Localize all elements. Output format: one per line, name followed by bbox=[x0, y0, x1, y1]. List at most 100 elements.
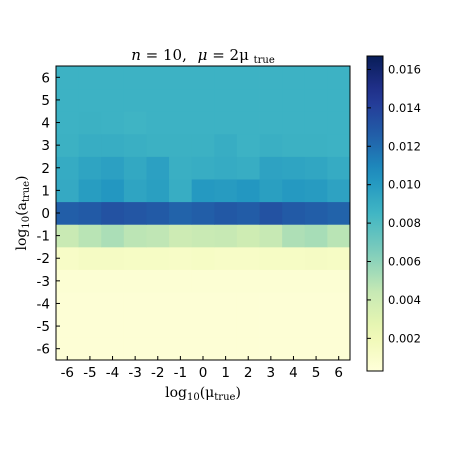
heatmap-cell bbox=[304, 314, 328, 338]
x-tick-label: -3 bbox=[128, 365, 141, 381]
heatmap-cell bbox=[101, 66, 125, 90]
heatmap-cell bbox=[123, 156, 147, 180]
heatmap-cell bbox=[146, 156, 170, 180]
heatmap-cell bbox=[236, 133, 260, 157]
heatmap-cell bbox=[282, 337, 306, 361]
x-axis-ticks: -6 -5 -4 -3 -2 -1 0 1 2 3 4 5 6 bbox=[61, 356, 343, 381]
heatmap-cell bbox=[236, 246, 260, 270]
heatmap-cell bbox=[327, 201, 351, 225]
heatmap-cell bbox=[304, 156, 328, 180]
colorbar-tick-label: 0.002 bbox=[388, 331, 421, 345]
colorbar-tick-label: 0.012 bbox=[388, 139, 421, 153]
heatmap-cell bbox=[169, 201, 193, 225]
heatmap-cell bbox=[56, 337, 80, 361]
heatmap-cell bbox=[191, 66, 215, 90]
heatmap-cell bbox=[282, 201, 306, 225]
heatmap-cell bbox=[123, 88, 147, 112]
heatmap-cell bbox=[146, 66, 170, 90]
colorbar-tick-label: 0.006 bbox=[388, 255, 421, 269]
heatmap-cell bbox=[101, 88, 125, 112]
colorbar-tick-label: 0.010 bbox=[388, 178, 421, 192]
heatmap-cell bbox=[236, 156, 260, 180]
heatmap-cell bbox=[191, 133, 215, 157]
heatmap-cell bbox=[101, 133, 125, 157]
heatmap-cell bbox=[259, 224, 283, 248]
heatmap-cell bbox=[327, 269, 351, 293]
heatmap-cell bbox=[282, 292, 306, 316]
heatmap-cell bbox=[146, 292, 170, 316]
heatmap-cell bbox=[304, 269, 328, 293]
heatmap-cell bbox=[169, 66, 193, 90]
heatmap-cell bbox=[282, 224, 306, 248]
y-tick-label: -4 bbox=[37, 296, 50, 312]
heatmap-cell bbox=[169, 269, 193, 293]
heatmap-cell bbox=[282, 133, 306, 157]
chart-title: n = 10, μ = 2μ true bbox=[131, 46, 275, 66]
heatmap-cell bbox=[191, 156, 215, 180]
heatmap-cell bbox=[259, 179, 283, 203]
heatmap-cell bbox=[304, 179, 328, 203]
heatmap-cell bbox=[78, 292, 102, 316]
heatmap-cell bbox=[304, 111, 328, 135]
heatmap-cell bbox=[78, 133, 102, 157]
heatmap-cell bbox=[259, 246, 283, 270]
heatmap-cell bbox=[101, 246, 125, 270]
heatmap-cell bbox=[101, 337, 125, 361]
heatmap-cell bbox=[259, 269, 283, 293]
heatmap-cell bbox=[191, 292, 215, 316]
y-axis-title: log10(atrue) bbox=[14, 175, 32, 250]
heatmap-cell bbox=[101, 111, 125, 135]
heatmap-cell bbox=[191, 337, 215, 361]
heatmap-cell bbox=[78, 179, 102, 203]
heatmap-cell bbox=[304, 337, 328, 361]
heatmap-cell bbox=[146, 224, 170, 248]
heatmap-cell bbox=[123, 224, 147, 248]
colorbar-tick-label: 0.008 bbox=[388, 216, 421, 230]
heatmap-cell bbox=[259, 201, 283, 225]
heatmap-cell bbox=[259, 292, 283, 316]
heatmap-cell bbox=[214, 156, 238, 180]
heatmap-cell bbox=[169, 292, 193, 316]
heatmap-cell bbox=[214, 269, 238, 293]
x-tick-label: 1 bbox=[221, 365, 230, 381]
heatmap-cell bbox=[169, 111, 193, 135]
heatmap-cell bbox=[214, 201, 238, 225]
heatmap-cell bbox=[282, 88, 306, 112]
heatmap-cell bbox=[78, 269, 102, 293]
heatmap-cell bbox=[78, 224, 102, 248]
heatmap-cell bbox=[327, 246, 351, 270]
heatmap-cell bbox=[304, 133, 328, 157]
heatmap-cell bbox=[56, 88, 80, 112]
heatmap-cell bbox=[78, 156, 102, 180]
x-tick-label: -2 bbox=[151, 365, 164, 381]
heatmap-cell bbox=[191, 179, 215, 203]
heatmap-cell bbox=[191, 314, 215, 338]
heatmap-cell bbox=[191, 201, 215, 225]
heatmap-cell bbox=[78, 337, 102, 361]
heatmap-cell bbox=[169, 337, 193, 361]
heatmap-cell bbox=[56, 246, 80, 270]
heatmap-cell bbox=[146, 133, 170, 157]
colorbar-tick-label: 0.016 bbox=[388, 62, 421, 76]
heatmap-cell bbox=[123, 201, 147, 225]
x-tick-label: 6 bbox=[334, 365, 343, 381]
heatmap-cell bbox=[214, 314, 238, 338]
x-tick-label: -6 bbox=[61, 365, 74, 381]
y-tick-label: 4 bbox=[41, 116, 50, 132]
heatmap-cell bbox=[169, 133, 193, 157]
heatmap-cell bbox=[146, 201, 170, 225]
heatmap-cell bbox=[146, 111, 170, 135]
heatmap-cell bbox=[101, 314, 125, 338]
heatmap-cell bbox=[56, 201, 80, 225]
heatmap-cell bbox=[236, 179, 260, 203]
heatmap-cell bbox=[236, 66, 260, 90]
heatmap-cell bbox=[214, 133, 238, 157]
heatmap-cell bbox=[304, 246, 328, 270]
colorbar-tick-label: 0.014 bbox=[388, 101, 421, 115]
heatmap-cell bbox=[146, 246, 170, 270]
colorbar-ticks: 0.002 0.004 0.006 0.008 0.010 0.012 0.014 0.016 bbox=[367, 62, 421, 345]
y-tick-label: 3 bbox=[41, 138, 50, 154]
heatmap-cell bbox=[169, 314, 193, 338]
heatmap-cell bbox=[101, 292, 125, 316]
heatmap-cell bbox=[236, 269, 260, 293]
